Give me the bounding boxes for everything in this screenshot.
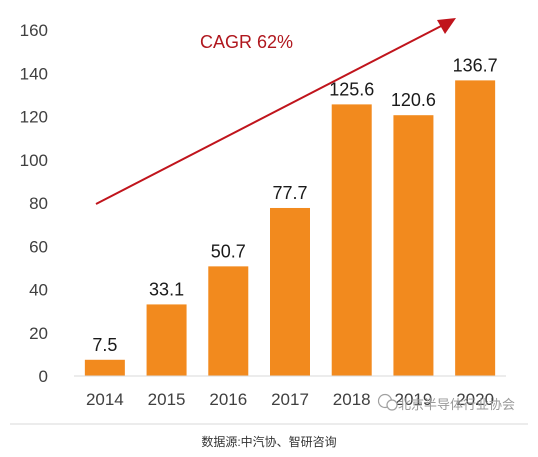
y-tick-label: 140	[20, 64, 48, 83]
x-tick-label: 2019	[395, 390, 433, 409]
x-axis: 2014 2015 2016 2017 2018 2019 2020	[86, 390, 494, 409]
data-label: 50.7	[211, 241, 246, 261]
bars	[84, 80, 496, 376]
x-tick-label: 2015	[148, 390, 186, 409]
bar	[331, 104, 372, 376]
x-tick-label: 2018	[333, 390, 371, 409]
x-tick-label: 2014	[86, 390, 124, 409]
x-tick-label: 2020	[456, 390, 494, 409]
bar	[270, 207, 310, 376]
bar	[208, 266, 249, 376]
bar	[455, 80, 496, 376]
y-tick-label: 60	[29, 237, 48, 256]
y-axis: 0 20 40 60 80 100 120 140 160	[20, 21, 48, 386]
data-label: 33.1	[149, 279, 184, 299]
y-tick-label: 120	[20, 108, 48, 127]
y-tick-label: 20	[29, 324, 48, 343]
y-tick-label: 80	[29, 194, 48, 213]
cagr-annotation: CAGR 62%	[200, 32, 293, 52]
trend-line	[95, 22, 448, 205]
y-tick-label: 160	[20, 21, 48, 40]
bar	[146, 304, 187, 376]
x-tick-label: 2017	[271, 390, 309, 409]
y-tick-label: 100	[20, 151, 48, 170]
data-label: 120.6	[391, 90, 436, 110]
data-label: 77.7	[272, 183, 307, 203]
source-caption: 数据源:中汽协、智研咨询	[201, 434, 336, 449]
data-label: 125.6	[329, 79, 374, 99]
bar	[84, 359, 125, 376]
y-tick-label: 40	[29, 281, 48, 300]
data-labels: 7.5 33.1 50.7 77.7 125.6 120.6 136.7	[92, 55, 497, 354]
y-tick-label: 0	[39, 367, 48, 386]
data-label: 136.7	[453, 55, 498, 75]
bar	[393, 115, 434, 376]
watermark: 北京半导体行业协会	[377, 393, 515, 412]
watermark-text: 北京半导体行业协会	[398, 397, 515, 412]
trend-arrowhead	[437, 18, 456, 34]
data-label: 7.5	[92, 335, 117, 355]
trend-arrow	[95, 18, 456, 205]
x-tick-label: 2016	[209, 390, 247, 409]
